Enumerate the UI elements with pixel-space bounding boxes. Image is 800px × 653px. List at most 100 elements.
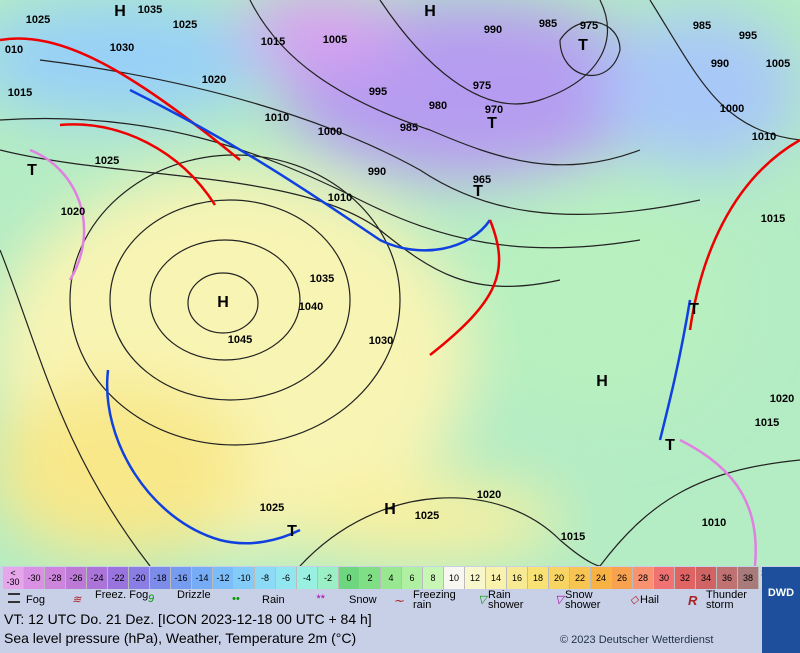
legend-label: Freez. Fog (95, 589, 149, 601)
pressure-center: T (578, 37, 588, 54)
pressure-label: 1015 (755, 417, 779, 429)
pressure-label: 985 (400, 122, 418, 134)
pressure-label: 1015 (261, 36, 285, 48)
scale-cell: -30 (24, 567, 45, 589)
temperature-scale: < -30 -30 -28 -26 -24 -22 -20 -18 -16 -14 -12 -10 -8… (3, 567, 780, 589)
hail-icon: ◇ (630, 594, 639, 606)
pressure-label: 1000 (720, 103, 744, 115)
scale-cell: 0 (339, 567, 360, 589)
scale-cell: 4 (381, 567, 402, 589)
pressure-label: 1035 (138, 4, 162, 16)
scale-cell: -14 (192, 567, 213, 589)
thunderstorm-icon: R (688, 593, 698, 608)
scale-cell: 8 (423, 567, 444, 589)
pressure-center: T (487, 115, 497, 132)
legend-label: Thunder storm (706, 589, 747, 611)
pressure-center: T (665, 437, 675, 454)
pressure-label: 975 (473, 80, 491, 92)
scale-cell: 6 (402, 567, 423, 589)
copyright: © 2023 Deutscher Wetterdienst (560, 634, 714, 646)
scale-cell: 2 (360, 567, 381, 589)
pressure-center: H (596, 373, 608, 390)
rain-icon: •• (232, 593, 240, 605)
pressure-label: 1015 (8, 87, 32, 99)
pressure-label: 990 (711, 58, 729, 70)
pressure-center: T (27, 162, 37, 179)
scale-cell: -12 (213, 567, 234, 589)
isobars (0, 0, 800, 566)
scale-cell: -6 (276, 567, 297, 589)
pressure-center: H (114, 3, 126, 20)
legend-label: Rain shower (488, 589, 524, 611)
pressure-center: T (473, 183, 483, 200)
pressure-label: 010 (5, 44, 23, 56)
scale-cell: < -30 (3, 567, 24, 589)
scale-cell: 14 (486, 567, 507, 589)
pressure-label: 1015 (761, 213, 785, 225)
scale-cell: -28 (45, 567, 66, 589)
pressure-label: 1045 (228, 334, 252, 346)
pressure-label: 980 (429, 100, 447, 112)
pressure-label: 1030 (110, 42, 134, 54)
pressure-center: H (424, 3, 436, 20)
scale-cell: 16 (507, 567, 528, 589)
scale-cell: 22 (570, 567, 591, 589)
freezing-rain-icon: ∼ (393, 593, 404, 608)
pressure-label: 1020 (61, 206, 85, 218)
pressure-label: 995 (739, 30, 757, 42)
pressure-label: 995 (369, 86, 387, 98)
rain-shower-icon: ▽ (478, 594, 487, 606)
scale-cell: 10 (444, 567, 465, 589)
pressure-center: H (217, 294, 229, 311)
weather-map: 1035 1025 1030 1015 1005 990 985 975 985 995 1025 0… (0, 0, 800, 566)
scale-cell: -20 (129, 567, 150, 589)
legend-label: Snow shower (565, 589, 601, 611)
scale-cell: 26 (612, 567, 633, 589)
pressure-label: 1005 (766, 58, 790, 70)
pressure-center: T (689, 301, 699, 318)
freezing-fog-icon: ≋ (72, 594, 82, 606)
scale-cell: -4 (297, 567, 318, 589)
legend-label: Fog (26, 594, 45, 606)
legend-label: Drizzle (177, 589, 211, 601)
scale-cell: 34 (696, 567, 717, 589)
legend-label: Snow (349, 594, 377, 606)
pressure-label: 975 (580, 20, 598, 32)
fronts (0, 37, 800, 566)
pressure-label: 1025 (95, 155, 119, 167)
pressure-label: 1025 (260, 502, 284, 514)
scale-cell: 32 (675, 567, 696, 589)
scale-cell: -8 (255, 567, 276, 589)
pressure-label: 1020 (477, 489, 501, 501)
pressure-label: 1020 (202, 74, 226, 86)
logo-text: DWD (767, 587, 795, 599)
scale-cell: 30 (654, 567, 675, 589)
logo: DWD (762, 567, 800, 653)
pressure-label: 1010 (328, 192, 352, 204)
fog-icon (8, 593, 20, 603)
pressure-label: 965 (473, 174, 491, 186)
pressure-label: 970 (485, 104, 503, 116)
scale-cell: 36 (717, 567, 738, 589)
pressure-label: 985 (539, 18, 557, 30)
pressure-center: H (384, 501, 396, 518)
pressure-label: 1010 (752, 131, 776, 143)
weather-legend: ≋ 9 •• ** ∼ ▽ ▽ ◇ R Fog Freez. Fog Drizzle… (0, 589, 760, 611)
scale-cell: -10 (234, 567, 255, 589)
pressure-label: 1020 (770, 393, 794, 405)
scale-cell: -22 (108, 567, 129, 589)
pressure-label: 1005 (323, 34, 347, 46)
scale-cell: 24 (591, 567, 612, 589)
scale-cell: -16 (171, 567, 192, 589)
pressure-label: 990 (368, 166, 386, 178)
pressure-label: 1025 (173, 19, 197, 31)
legend-label: Hail (640, 594, 659, 606)
pressure-label: 1025 (26, 14, 50, 26)
pressure-label: 1025 (415, 510, 439, 522)
scale-cell: 18 (528, 567, 549, 589)
pressure-label: 1000 (318, 126, 342, 138)
pressure-label: 1035 (310, 273, 334, 285)
scale-cell: 28 (633, 567, 654, 589)
description: Sea level pressure (hPa), Weather, Tempe… (4, 630, 357, 646)
